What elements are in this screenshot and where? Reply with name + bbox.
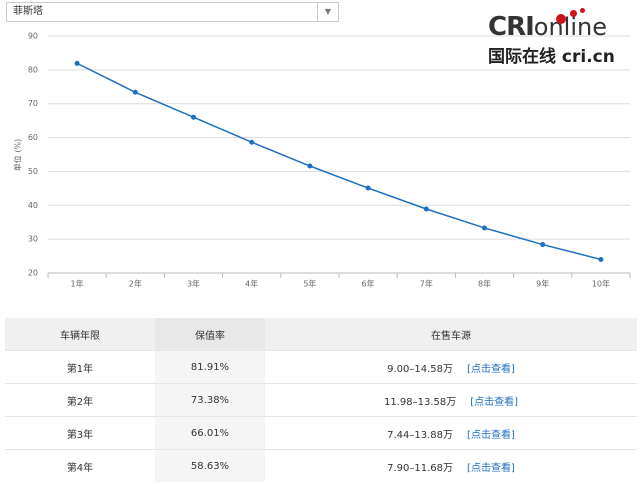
table-cell: 7.90–11.68万 [点击查看] xyxy=(265,449,637,482)
cell-text: 车辆年限 xyxy=(60,330,100,342)
point xyxy=(74,60,80,66)
x-tick-label: 2年 xyxy=(129,279,142,289)
point xyxy=(307,163,313,169)
logo-brand: CRI xyxy=(488,12,535,42)
table-cell: 第2年 xyxy=(5,383,155,417)
table-cell: 第4年 xyxy=(5,449,155,482)
point xyxy=(482,225,487,231)
point xyxy=(132,89,138,95)
y-tick-label: 40 xyxy=(28,201,38,210)
chart: 单位 (%) 20 30 40 50 60 70 80 90 1年 2年 3年 4年 5年 6年 7年 8年 9… xyxy=(13,32,631,289)
view-link[interactable]: [点击查看] xyxy=(467,363,515,375)
table-cell: 车辆年限 xyxy=(5,318,155,351)
table-row: 第2年 73.38% 11.98–13.58万 [点击查看] xyxy=(5,383,637,417)
model-selector[interactable]: 菲斯塔 ▼ xyxy=(6,2,339,22)
x-tick-label: 3年 xyxy=(187,279,200,289)
table-cell: 11.98–13.58万 [点击查看] xyxy=(265,383,637,417)
cell-text: 7.90–11.68万 xyxy=(387,462,454,474)
cell-text: 58.63% xyxy=(190,460,230,472)
x-tick-label: 1年 xyxy=(71,279,84,289)
x-tick-label: 7年 xyxy=(420,279,433,289)
y-tick-label: 80 xyxy=(28,65,38,74)
table-cell: 在售车源 xyxy=(265,318,637,351)
x-tick-label: 8年 xyxy=(478,279,491,289)
x-tick-label: 6年 xyxy=(362,279,375,289)
table-cell: 73.38% xyxy=(155,383,265,417)
y-tick-label: 20 xyxy=(28,269,38,278)
y-tick-label: 30 xyxy=(28,235,38,244)
cell-text: 81.91% xyxy=(190,361,230,373)
x-tick-label: 4年 xyxy=(245,279,258,289)
cell-text: 73.38% xyxy=(190,394,230,406)
table-cell: 7.44–13.88万 [点击查看] xyxy=(265,416,637,450)
point xyxy=(598,256,604,262)
selector-label: 菲斯塔 xyxy=(13,6,43,17)
cell-text: 第2年 xyxy=(66,396,94,408)
cell-text: 第4年 xyxy=(66,462,94,474)
table-row: 第3年 66.01% 7.44–13.88万 [点击查看] xyxy=(5,416,637,450)
y-tick-label: 50 xyxy=(28,167,38,176)
cell-text: 第1年 xyxy=(66,363,94,375)
table-row: 第1年 81.91% 9.00–14.58万 [点击查看] xyxy=(5,350,637,384)
table-cell: 保值率 xyxy=(155,318,265,351)
table-cell: 81.91% xyxy=(155,350,265,384)
retention-table: 车辆年限 保值率 在售车源 第1年 81.91% 9.00–14.58万 [点击查看] 第2年… xyxy=(5,318,637,482)
view-link[interactable]: [点击查看] xyxy=(470,396,519,408)
logo-tagline: 国际在线 cri.cn xyxy=(488,47,615,67)
view-link[interactable]: [点击查看] xyxy=(467,429,515,441)
dropdown-arrow[interactable]: ▼ xyxy=(317,3,338,21)
x-tick-label: 5年 xyxy=(303,279,316,289)
logo-dot xyxy=(556,14,566,24)
point xyxy=(365,185,371,191)
point xyxy=(191,114,196,120)
y-tick-label: 60 xyxy=(28,133,38,142)
cell-text: 7.44–13.88万 xyxy=(387,429,454,441)
x-tick-label: 9年 xyxy=(536,279,549,289)
table-cell: 第1年 xyxy=(5,350,155,384)
table-cell: 9.00–14.58万 [点击查看] xyxy=(265,350,637,384)
y-tick-label: 90 xyxy=(28,32,38,41)
logo: CRIonline 国际在线 cri.cn xyxy=(488,8,638,67)
table-cell: 66.01% xyxy=(155,416,265,450)
table-cell: 58.63% xyxy=(155,449,265,482)
logo-dot xyxy=(570,10,577,17)
point xyxy=(540,242,546,248)
cell-text: 9.00–14.58万 xyxy=(387,363,454,375)
cell-text: 在售车源 xyxy=(431,330,471,342)
x-tick-label: 10年 xyxy=(592,279,610,289)
header-row: 车辆年限 保值率 在售车源 xyxy=(5,318,637,351)
cell-text: 保值率 xyxy=(195,330,225,342)
point xyxy=(249,139,255,145)
logo-dot xyxy=(580,8,585,13)
y-axis-label: 单位 (%) xyxy=(13,139,23,171)
cell-text: 66.01% xyxy=(190,427,230,439)
cell-text: 11.98–13.58万 xyxy=(383,396,457,408)
point xyxy=(423,206,429,212)
table-cell: 第3年 xyxy=(5,416,155,450)
table-row: 第4年 58.63% 7.90–11.68万 [点击查看] xyxy=(5,449,637,482)
y-tick-label: 70 xyxy=(28,99,38,108)
cell-text: 第3年 xyxy=(66,429,94,441)
line xyxy=(76,62,602,261)
view-link[interactable]: [点击查看] xyxy=(467,462,515,474)
